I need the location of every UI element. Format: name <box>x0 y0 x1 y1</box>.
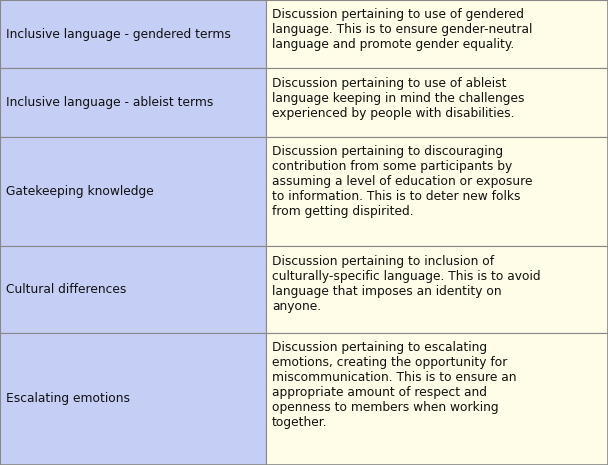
Bar <box>0 333 266 465</box>
Bar <box>266 0 608 68</box>
Bar <box>0 68 266 137</box>
Text: Discussion pertaining to use of gendered
language. This is to ensure gender-neut: Discussion pertaining to use of gendered… <box>272 8 533 51</box>
Bar <box>266 137 608 246</box>
Text: Cultural differences: Cultural differences <box>6 283 126 296</box>
Text: Discussion pertaining to discouraging
contribution from some participants by
ass: Discussion pertaining to discouraging co… <box>272 145 533 218</box>
Bar <box>0 246 266 333</box>
Bar <box>266 333 608 465</box>
Text: Inclusive language - ableist terms: Inclusive language - ableist terms <box>6 96 213 109</box>
Text: Inclusive language - gendered terms: Inclusive language - gendered terms <box>6 28 231 41</box>
Text: Discussion pertaining to inclusion of
culturally-specific language. This is to a: Discussion pertaining to inclusion of cu… <box>272 254 541 312</box>
Bar <box>266 246 608 333</box>
Bar <box>0 0 266 68</box>
Text: Discussion pertaining to use of ableist
language keeping in mind the challenges
: Discussion pertaining to use of ableist … <box>272 77 525 120</box>
Text: Gatekeeping knowledge: Gatekeeping knowledge <box>6 185 154 198</box>
Bar <box>266 68 608 137</box>
Bar <box>0 137 266 246</box>
Text: Discussion pertaining to escalating
emotions, creating the opportunity for
misco: Discussion pertaining to escalating emot… <box>272 341 517 429</box>
Text: Escalating emotions: Escalating emotions <box>6 392 130 405</box>
